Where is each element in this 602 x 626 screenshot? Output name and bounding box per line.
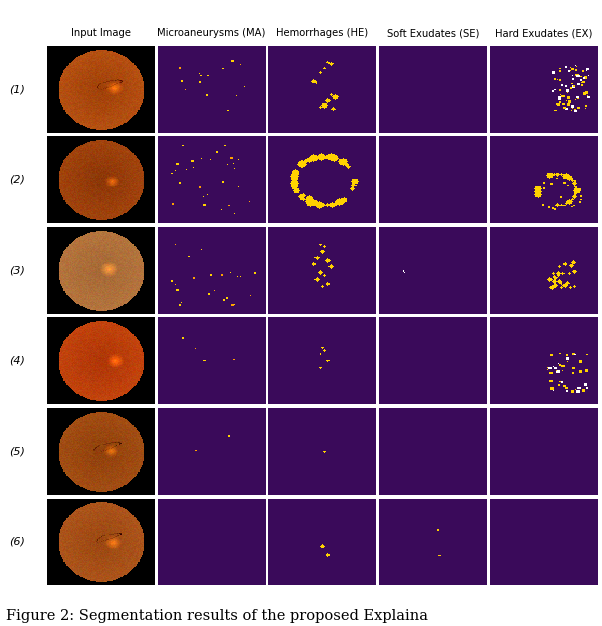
Text: Hard Exudates (EX): Hard Exudates (EX) (495, 28, 592, 38)
Text: Hemorrhages (HE): Hemorrhages (HE) (276, 28, 368, 38)
Text: (4): (4) (9, 356, 25, 366)
Text: Input Image: Input Image (70, 28, 131, 38)
Text: Figure 2: Segmentation results of the proposed Explaina: Figure 2: Segmentation results of the pr… (6, 609, 428, 623)
Text: Microaneurysms (MA): Microaneurysms (MA) (157, 28, 265, 38)
Text: (2): (2) (9, 175, 25, 185)
Text: (6): (6) (9, 537, 25, 547)
Text: Soft Exudates (SE): Soft Exudates (SE) (386, 28, 479, 38)
Text: (1): (1) (9, 84, 25, 94)
Text: (5): (5) (9, 446, 25, 456)
Text: (3): (3) (9, 265, 25, 275)
